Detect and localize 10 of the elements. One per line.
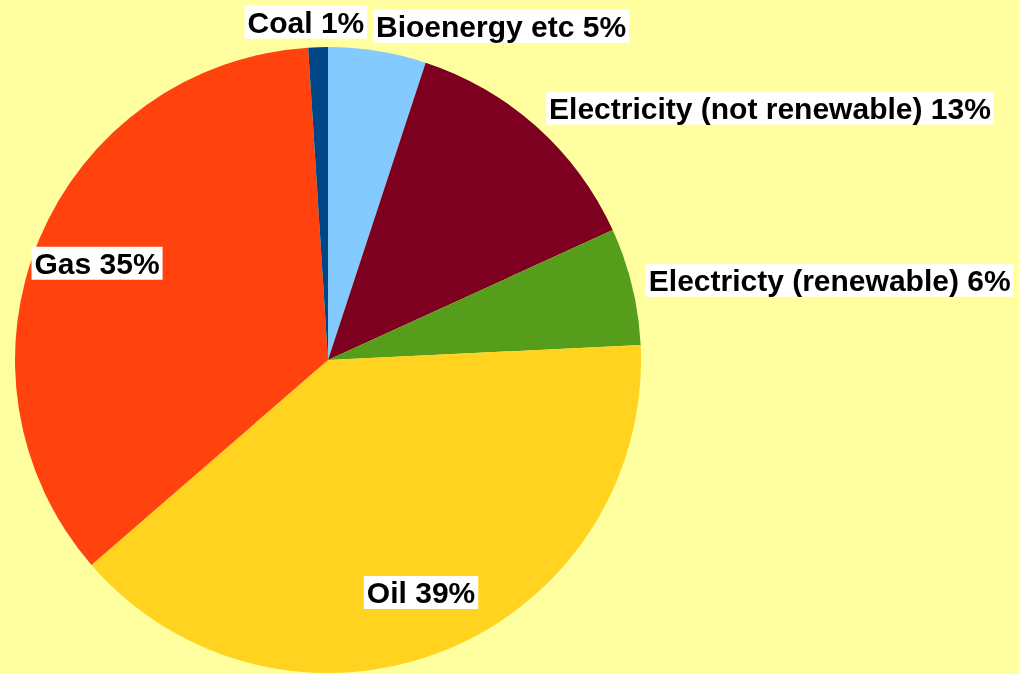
slice-label: Coal 1% (247, 5, 365, 39)
pie-slice (91, 345, 641, 673)
slice-label: Bioenergy etc 5% (376, 9, 627, 43)
pie-slice (328, 229, 641, 360)
pie-slice (328, 47, 426, 360)
slice-label: Oil 39% (366, 575, 476, 609)
slice-label: Electricty (renewable) 6% (648, 263, 1011, 297)
pie-slice (15, 47, 328, 565)
slice-label: Gas 35% (34, 246, 160, 280)
slice-label: Electricity (not renewable) 13% (549, 91, 991, 125)
